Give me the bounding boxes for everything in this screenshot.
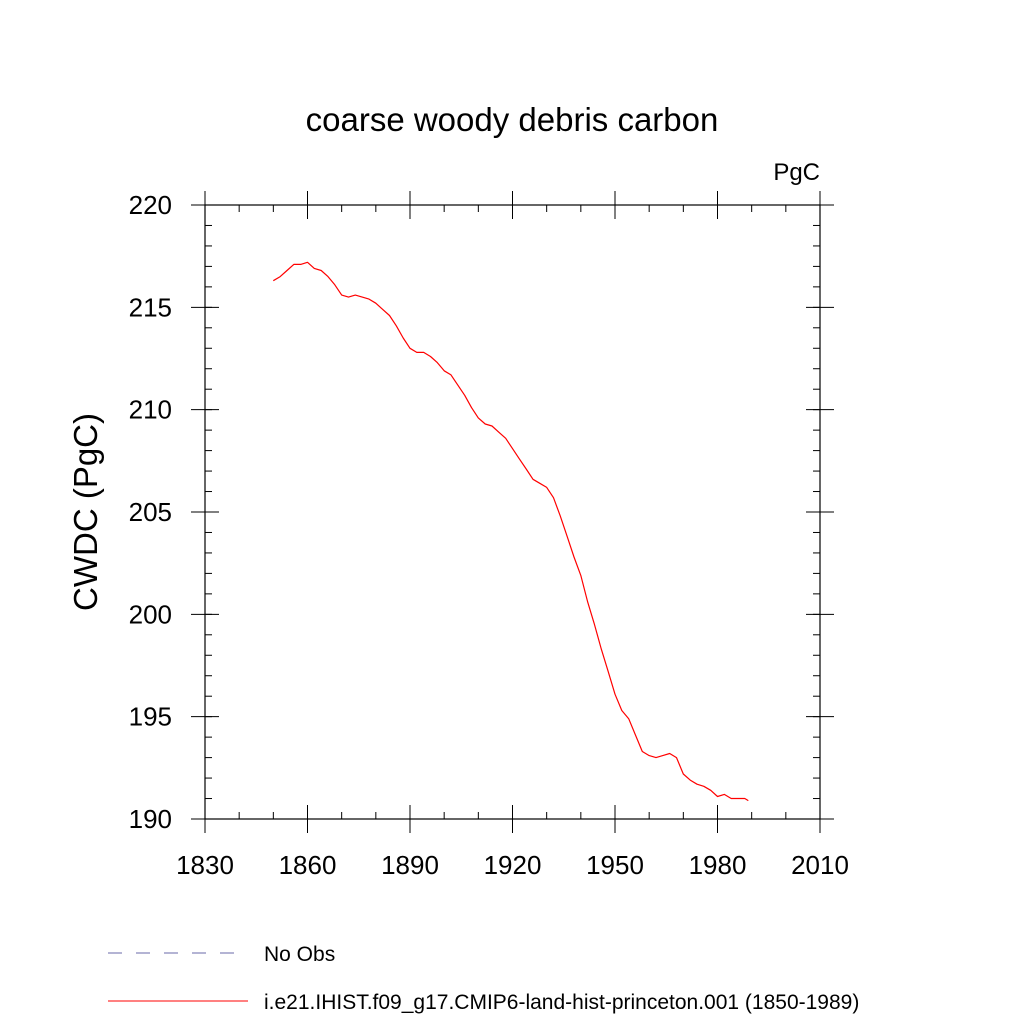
y-tick-label: 205 <box>129 497 172 527</box>
y-tick-label: 220 <box>129 190 172 220</box>
axis-ticks <box>191 191 834 833</box>
legend-label-model: i.e21.IHIST.f09_g17.CMIP6-land-hist-prin… <box>264 991 859 1014</box>
y-tick-label: 190 <box>129 804 172 834</box>
series-layer <box>272 261 749 802</box>
x-tick-label: 1920 <box>484 850 542 880</box>
y-tick-label: 210 <box>129 395 172 425</box>
x-tick-label: 1980 <box>689 850 747 880</box>
series-line-model <box>272 261 749 802</box>
x-tick-label: 1890 <box>381 850 439 880</box>
y-tick-label: 195 <box>129 702 172 732</box>
x-tick-label: 2010 <box>791 850 849 880</box>
y-tick-label: 200 <box>129 599 172 629</box>
x-tick-label: 1950 <box>586 850 644 880</box>
legend: No Obs i.e21.IHIST.f09_g17.CMIP6-land-hi… <box>108 943 859 1014</box>
y-tick-label: 215 <box>129 292 172 322</box>
x-tick-label: 1830 <box>176 850 234 880</box>
plot-frame <box>204 204 821 820</box>
x-tick-label: 1860 <box>279 850 337 880</box>
units-label: PgC <box>773 159 820 186</box>
y-axis-label: CWDC (PgC) <box>67 413 104 611</box>
y-tick-labels: 190 195 200 205 210 215 220 <box>129 190 172 834</box>
x-tick-labels: 1830 1860 1890 1920 1950 1980 2010 <box>176 850 849 880</box>
chart-title: coarse woody debris carbon <box>306 101 719 138</box>
legend-label-no-obs: No Obs <box>264 943 335 966</box>
